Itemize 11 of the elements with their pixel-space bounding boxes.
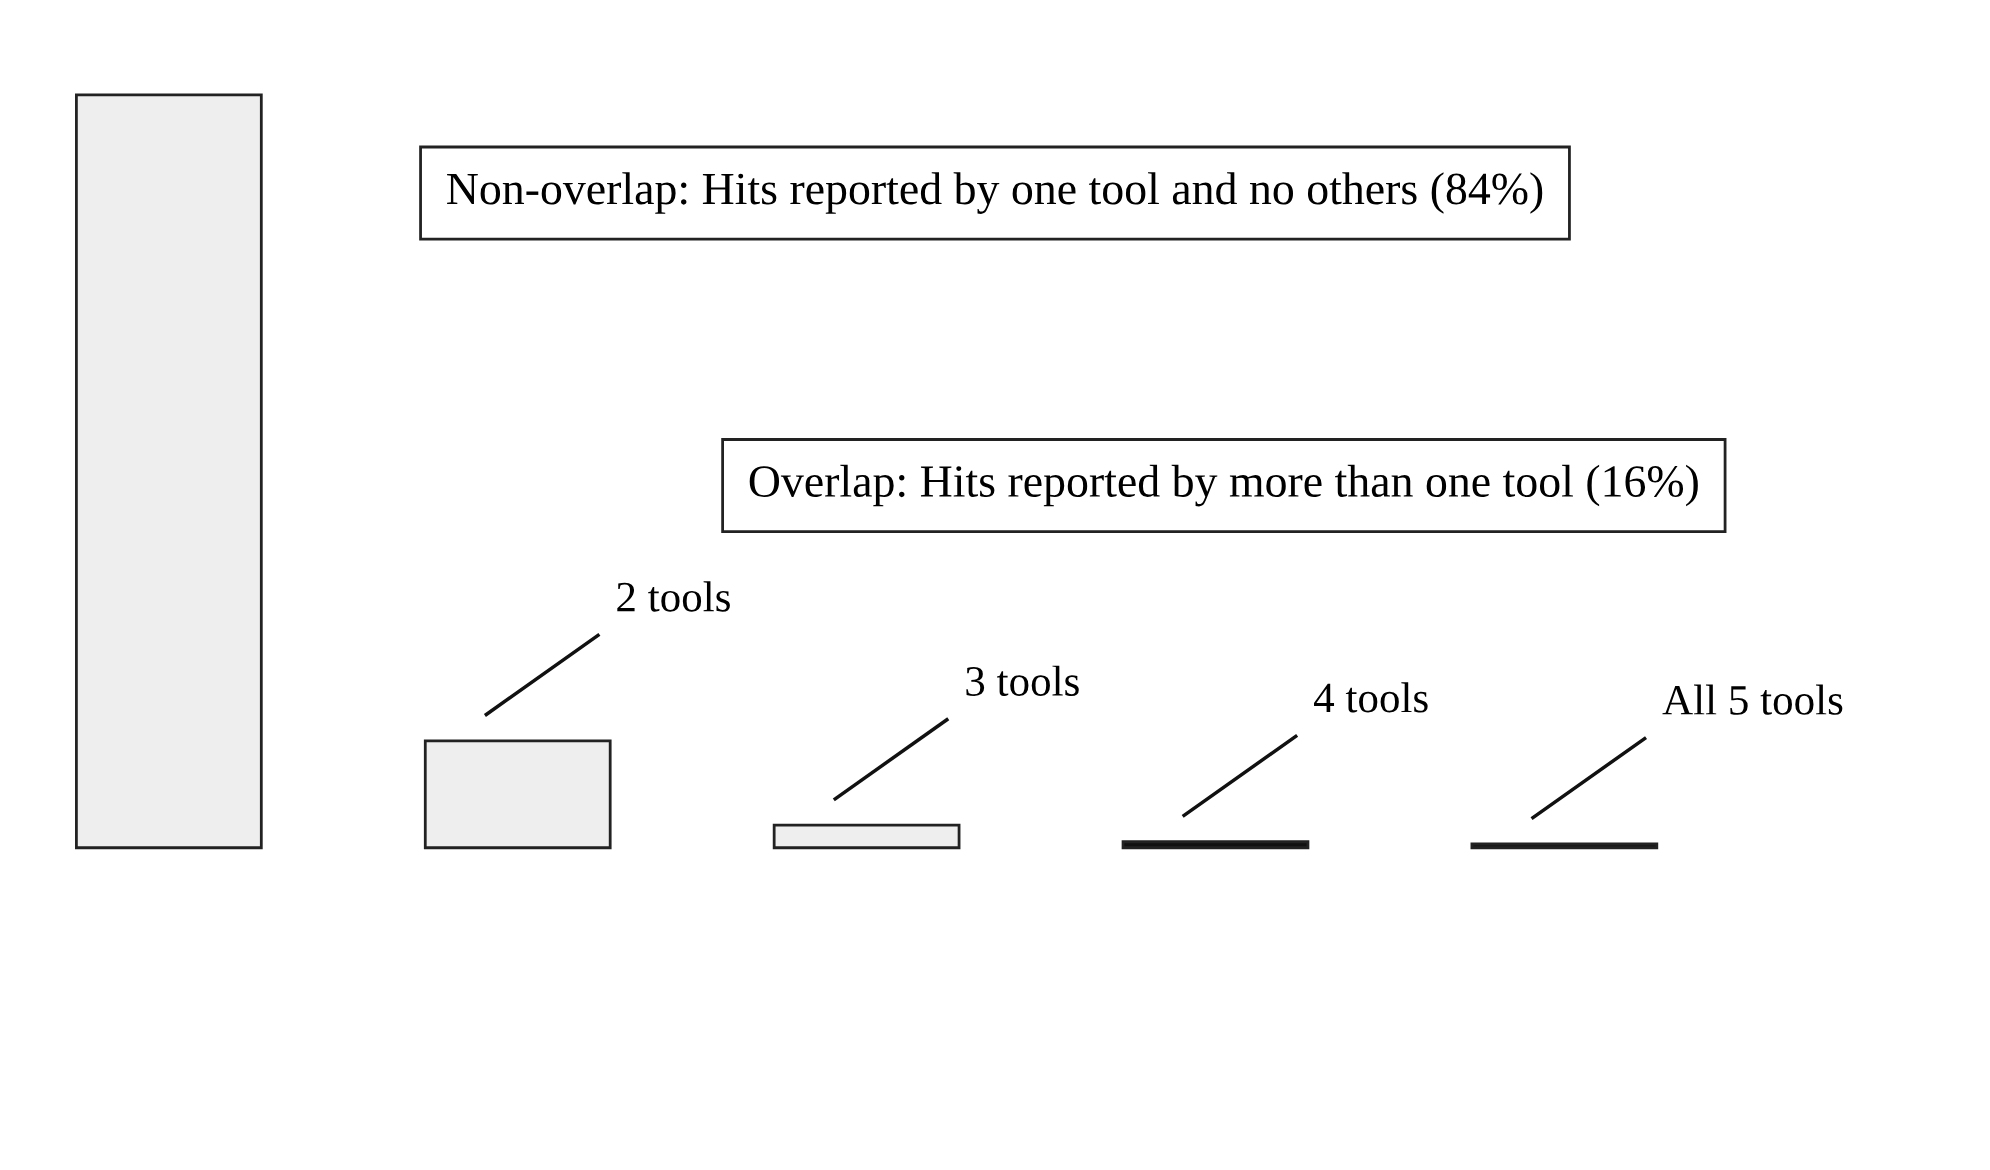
annotation: Overlap: Hits reported by more than one tool (16%) bbox=[749, 464, 1698, 507]
x-tick-label: 2 tools bbox=[617, 581, 730, 612]
annotation: Non-overlap: Hits reported by one tool and no others (84%) bbox=[447, 172, 1543, 214]
x-tick-label: All 5 tools bbox=[1662, 684, 1843, 715]
bar bbox=[1470, 842, 1659, 850]
bar bbox=[423, 739, 612, 850]
bar bbox=[75, 93, 263, 850]
bar bbox=[1121, 840, 1310, 850]
bar bbox=[772, 823, 961, 850]
x-tick-label: 3 tools bbox=[966, 665, 1079, 696]
x-tick-label: 4 tools bbox=[1314, 682, 1428, 713]
